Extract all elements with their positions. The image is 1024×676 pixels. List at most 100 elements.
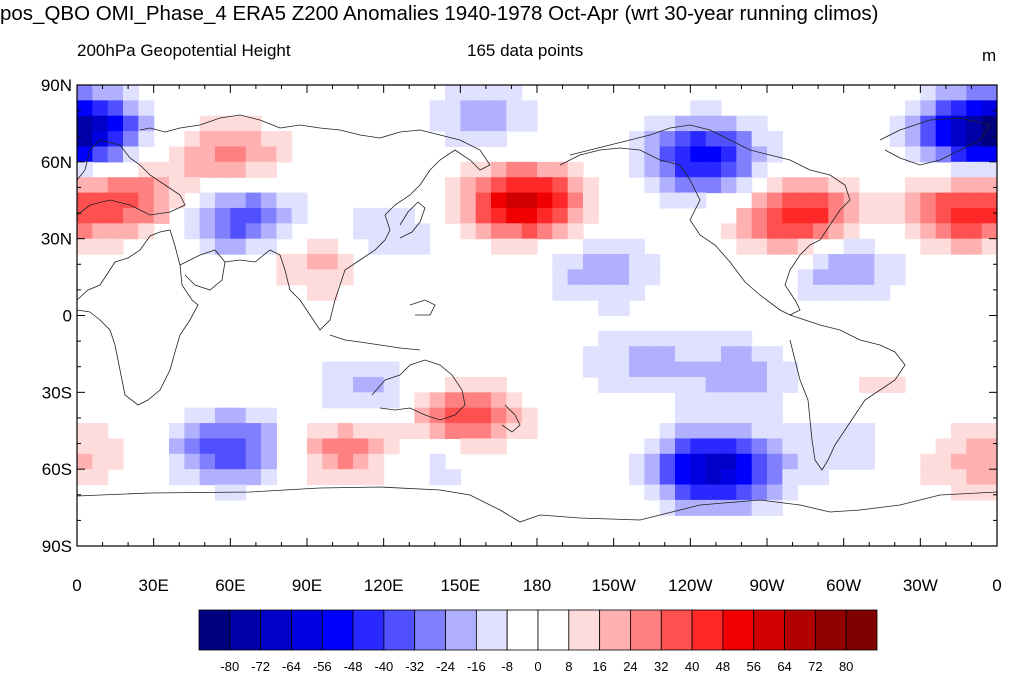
anomaly-cell <box>276 207 293 224</box>
anomaly-cell <box>813 207 829 224</box>
anomaly-cell <box>629 330 645 347</box>
anomaly-cell <box>123 100 139 117</box>
lat-tick-label: 90S <box>42 537 72 556</box>
anomaly-cell <box>843 284 860 301</box>
anomaly-cell <box>567 177 584 194</box>
anomaly-cell <box>276 146 293 163</box>
anomaly-cell <box>598 376 615 393</box>
anomaly-cell <box>399 223 415 240</box>
anomaly-cell <box>690 192 707 209</box>
anomaly-cell <box>736 346 753 363</box>
anomaly-cell <box>184 146 201 163</box>
anomaly-cell <box>261 207 277 224</box>
colorbar-label: 64 <box>777 659 791 674</box>
lon-tick-label: 30W <box>903 576 938 595</box>
colorbar-swatch <box>537 609 570 651</box>
anomaly-cell <box>659 115 676 132</box>
anomaly-cell <box>935 192 952 209</box>
anomaly-cell <box>506 192 523 209</box>
anomaly-cell <box>966 453 983 470</box>
anomaly-cell <box>874 269 891 286</box>
anomaly-cell <box>767 484 783 501</box>
anomaly-cell <box>399 238 415 255</box>
anomaly-cell <box>169 453 185 470</box>
anomaly-cell <box>705 469 722 486</box>
anomaly-cell <box>445 131 461 148</box>
anomaly-cell <box>583 254 599 270</box>
anomaly-cell <box>751 238 768 255</box>
anomaly-cell <box>966 423 983 440</box>
anomaly-cell <box>215 407 231 424</box>
anomaly-cell <box>981 115 997 132</box>
anomaly-cell <box>736 330 753 347</box>
anomaly-cell <box>491 100 507 117</box>
anomaly-cell <box>153 192 170 209</box>
anomaly-cell <box>981 177 997 194</box>
anomaly-cell <box>721 376 737 393</box>
anomaly-cell <box>736 469 753 486</box>
anomaly-cell <box>782 223 799 240</box>
anomaly-cell <box>935 453 952 470</box>
anomaly-cell <box>245 453 262 470</box>
anomaly-cell <box>629 269 645 286</box>
anomaly-cell <box>920 146 937 163</box>
anomaly-cell <box>736 438 753 455</box>
colorbar-swatch <box>445 609 477 651</box>
anomaly-cell <box>675 453 691 470</box>
colorbar-swatch <box>691 609 724 651</box>
anomaly-cell <box>92 192 109 209</box>
anomaly-cell <box>77 423 93 440</box>
anomaly-cell <box>169 161 185 178</box>
anomaly-cell <box>399 423 415 440</box>
anomaly-cell <box>736 453 753 470</box>
anomaly-cell <box>460 392 477 409</box>
anomaly-cell <box>92 131 109 148</box>
anomaly-cell <box>813 254 829 270</box>
anomaly-cell <box>797 238 814 255</box>
anomaly-cell <box>705 484 722 501</box>
anomaly-cell <box>767 438 783 455</box>
anomaly-cell <box>276 223 293 240</box>
anomaly-cell <box>951 131 967 148</box>
anomaly-cell <box>429 392 446 409</box>
anomaly-cell <box>859 284 875 301</box>
colorbar-label: 16 <box>592 659 606 674</box>
anomaly-cell <box>736 361 753 378</box>
units-label: m <box>982 46 997 65</box>
anomaly-cell <box>307 269 323 286</box>
anomaly-cell <box>859 453 875 470</box>
anomaly-cell <box>184 469 201 486</box>
anomaly-cell <box>383 438 400 455</box>
anomaly-cell <box>322 376 339 393</box>
colorbar-label: -32 <box>405 659 424 674</box>
anomaly-cell <box>537 207 553 224</box>
anomaly-cell <box>659 161 676 178</box>
anomaly-cell <box>889 207 906 224</box>
anomaly-cell <box>767 453 783 470</box>
anomaly-cell <box>813 269 829 286</box>
anomaly-cell <box>107 438 124 455</box>
anomaly-cell <box>843 238 860 255</box>
anomaly-cell <box>797 423 814 440</box>
anomaly-cell <box>583 269 599 286</box>
anomaly-cell <box>675 330 691 347</box>
anomaly-cell <box>751 407 768 424</box>
anomaly-cell <box>644 254 661 270</box>
anomaly-cell <box>475 207 492 224</box>
anomaly-cell <box>583 192 599 209</box>
anomaly-cell <box>184 223 201 240</box>
anomaly-cell <box>537 192 553 209</box>
data-points-subtitle: 165 data points <box>467 41 584 60</box>
anomaly-cell <box>552 161 569 178</box>
anomaly-cell <box>644 115 661 132</box>
anomaly-cell <box>475 376 492 393</box>
anomaly-cell <box>123 85 139 101</box>
anomaly-cell <box>813 423 829 440</box>
colorbar-label: 40 <box>685 659 699 674</box>
colorbar-label: -8 <box>501 659 513 674</box>
anomaly-cell <box>843 269 860 286</box>
anomaly-cell <box>644 161 661 178</box>
anomaly-cell <box>736 161 753 178</box>
anomaly-cell <box>981 423 997 440</box>
anomaly-cell <box>521 238 538 255</box>
